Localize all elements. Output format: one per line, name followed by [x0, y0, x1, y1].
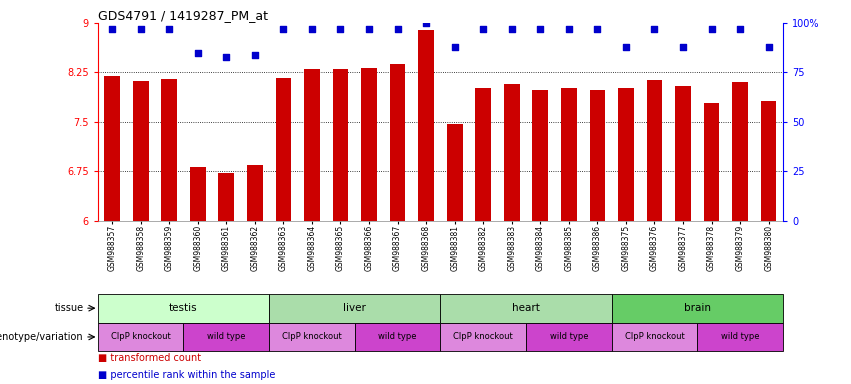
Point [420, 20, 433, 26]
Text: heart: heart [512, 303, 540, 313]
Bar [526, 323, 612, 351]
Point [448, 44, 461, 50]
Bar [390, 64, 405, 221]
Bar [761, 101, 776, 221]
Text: liver: liver [343, 303, 366, 313]
Text: ■ transformed count: ■ transformed count [98, 353, 201, 363]
Point [591, 26, 604, 32]
Text: ■ percentile rank within the sample: ■ percentile rank within the sample [98, 370, 275, 380]
Bar [647, 80, 662, 221]
Point [705, 26, 718, 32]
Point [562, 26, 575, 32]
Point [734, 26, 747, 32]
Text: brain: brain [684, 303, 711, 313]
Bar [419, 30, 434, 221]
Bar [441, 294, 612, 323]
Bar [304, 69, 320, 221]
Bar [590, 89, 605, 221]
Point [334, 26, 347, 32]
Bar [269, 294, 441, 323]
Text: wild type: wild type [379, 333, 417, 341]
Bar [219, 173, 234, 221]
Point [762, 44, 775, 50]
Bar [184, 323, 269, 351]
Point [220, 54, 233, 60]
Text: ClpP knockout: ClpP knockout [454, 333, 513, 341]
Bar [247, 165, 263, 221]
Bar [612, 294, 783, 323]
Bar [697, 323, 783, 351]
Point [534, 26, 547, 32]
Bar [675, 86, 691, 221]
Bar [561, 88, 577, 221]
Bar [533, 90, 548, 221]
Point [505, 26, 518, 32]
Bar [276, 78, 291, 221]
Bar [447, 124, 462, 221]
Bar [476, 88, 491, 221]
Point [163, 26, 176, 32]
Text: wild type: wild type [550, 333, 588, 341]
Bar [441, 323, 526, 351]
Point [306, 26, 319, 32]
Bar [704, 103, 719, 221]
Point [134, 26, 147, 32]
Bar [190, 167, 206, 221]
Text: ClpP knockout: ClpP knockout [282, 333, 342, 341]
Bar [618, 88, 634, 221]
Bar [269, 323, 355, 351]
Point [391, 26, 404, 32]
Point [248, 51, 261, 58]
Point [620, 44, 633, 50]
Bar [504, 84, 520, 221]
Bar [361, 68, 377, 221]
Text: GDS4791 / 1419287_PM_at: GDS4791 / 1419287_PM_at [98, 9, 268, 22]
Text: ClpP knockout: ClpP knockout [111, 333, 170, 341]
Text: wild type: wild type [721, 333, 759, 341]
Bar [732, 82, 748, 221]
Point [477, 26, 490, 32]
Point [648, 26, 661, 32]
Bar [133, 81, 149, 221]
Point [191, 50, 204, 56]
Bar [98, 323, 184, 351]
Text: wild type: wild type [207, 333, 246, 341]
Point [277, 26, 290, 32]
Point [363, 26, 376, 32]
Bar [355, 323, 441, 351]
Bar [162, 79, 177, 221]
Text: tissue: tissue [54, 303, 83, 313]
Bar [612, 323, 697, 351]
Text: ClpP knockout: ClpP knockout [625, 333, 684, 341]
Point [106, 26, 119, 32]
Bar [333, 68, 348, 221]
Bar [98, 294, 269, 323]
Text: genotype/variation: genotype/variation [0, 332, 83, 342]
Bar [105, 76, 120, 221]
Point [677, 44, 690, 50]
Text: testis: testis [169, 303, 197, 313]
